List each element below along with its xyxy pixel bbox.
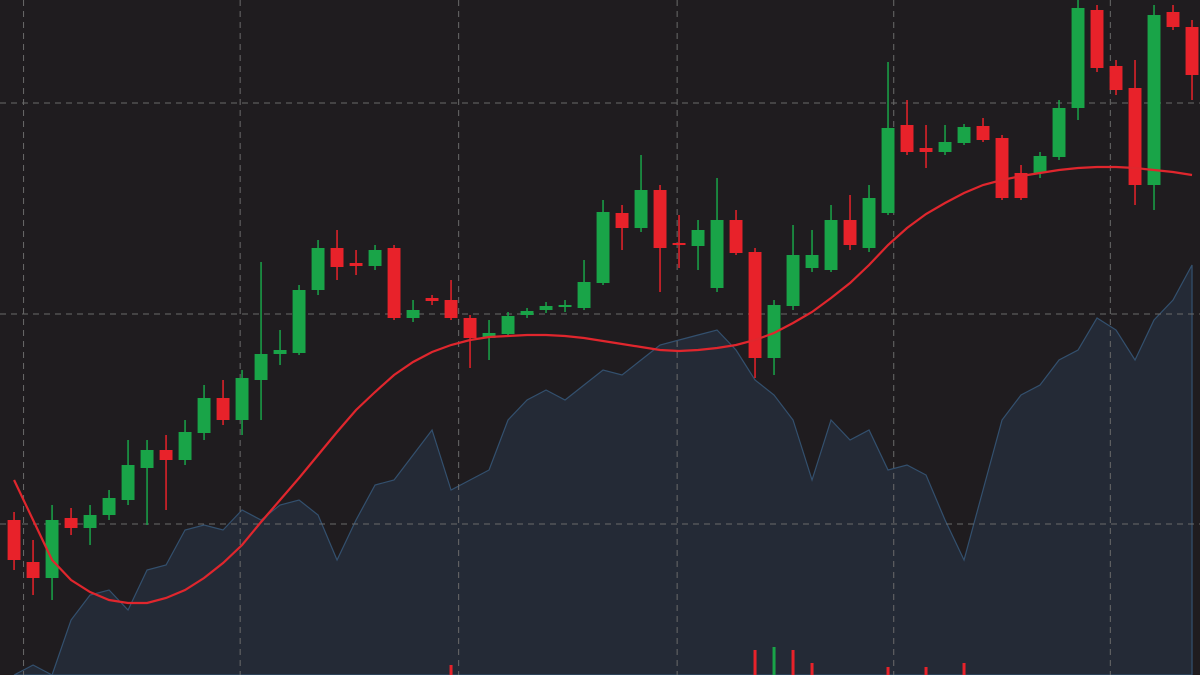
candle-body: [1090, 10, 1104, 68]
candle-body: [235, 378, 249, 420]
candle-body: [444, 300, 458, 318]
volume-bar: [886, 667, 890, 675]
candle-body: [197, 398, 211, 433]
candle-body: [292, 290, 306, 353]
volume-bar: [791, 650, 795, 675]
candle-body: [843, 220, 857, 245]
candle-body: [349, 263, 363, 266]
candle-body: [691, 230, 705, 246]
candle-body: [539, 306, 553, 310]
candle-body: [7, 520, 21, 560]
candle-body: [311, 248, 325, 290]
candle-body: [83, 515, 97, 528]
candle-body: [976, 126, 990, 140]
candle-body: [159, 450, 173, 460]
volume-bar: [449, 665, 453, 675]
candle-body: [1185, 27, 1199, 75]
candle-body: [520, 311, 534, 315]
candle-body: [957, 127, 971, 143]
candle-body: [501, 316, 515, 334]
candle-body: [805, 255, 819, 268]
candle-body: [1166, 12, 1180, 27]
candle-body: [216, 398, 230, 420]
candle-body: [406, 310, 420, 318]
candle-body: [596, 212, 610, 283]
candle-body: [1128, 88, 1142, 185]
volume-bar: [810, 663, 814, 675]
candle-body: [634, 190, 648, 228]
candle-body: [862, 198, 876, 248]
candle-body: [653, 190, 667, 248]
candle-body: [330, 248, 344, 267]
candle-body: [26, 562, 40, 578]
candle-body: [64, 518, 78, 528]
candle-body: [824, 220, 838, 270]
candle-body: [387, 248, 401, 318]
candle-body: [995, 138, 1009, 198]
candle-body: [425, 298, 439, 301]
candle-body: [748, 252, 762, 358]
area: [13, 264, 1193, 675]
candle-body: [1109, 66, 1123, 90]
candle-body: [1033, 156, 1047, 173]
candle-body: [881, 128, 895, 213]
candle-body: [254, 354, 268, 380]
volume-bar: [924, 667, 928, 675]
candle-body: [900, 125, 914, 152]
candle-body: [121, 465, 135, 500]
candle-body: [102, 498, 116, 515]
candle-body: [1147, 15, 1161, 185]
candle-body: [1071, 8, 1085, 108]
candle-body: [1014, 173, 1028, 198]
candle-body: [178, 432, 192, 460]
candle-body: [710, 220, 724, 288]
candle-body: [463, 318, 477, 338]
candle-body: [482, 333, 496, 338]
candle-body: [577, 282, 591, 308]
volume-bar: [753, 650, 757, 675]
candle-body: [938, 142, 952, 152]
candle-body: [919, 148, 933, 152]
moving-average-line: [13, 165, 1193, 605]
candle-body: [672, 243, 686, 245]
candle-body: [615, 213, 629, 228]
candle-body: [786, 255, 800, 306]
candle-body: [1052, 108, 1066, 157]
volume-bar: [772, 647, 776, 675]
candle-body: [273, 350, 287, 354]
candle-body: [558, 305, 572, 307]
candle-body: [368, 250, 382, 266]
volume-bar: [962, 663, 966, 675]
candle-body: [729, 220, 743, 253]
candle-body: [767, 305, 781, 358]
candle-body: [140, 450, 154, 468]
